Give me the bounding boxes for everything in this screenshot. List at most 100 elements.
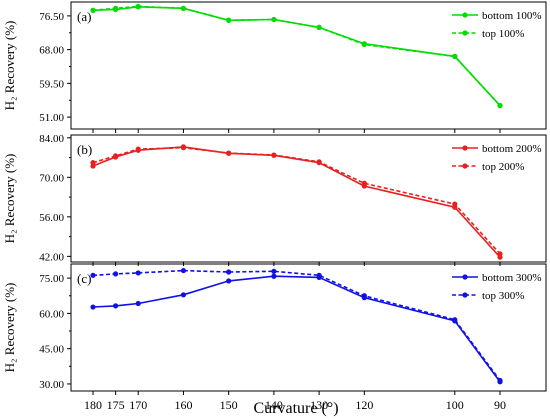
series-solid (90, 144, 503, 260)
data-point (113, 271, 119, 277)
x-tick-label: 140 (265, 398, 283, 412)
data-point (226, 17, 232, 23)
x-tick-label: 160 (174, 398, 192, 412)
data-point (226, 150, 232, 156)
y-tick-label: 68.00 (39, 45, 64, 57)
legend-marker (462, 12, 468, 18)
data-point (361, 180, 367, 186)
data-point (180, 267, 187, 274)
data-point (113, 153, 119, 159)
data-point (135, 3, 141, 9)
series-line (92, 269, 501, 381)
panel-tag: (c) (77, 271, 91, 286)
data-point (271, 152, 277, 158)
data-point (180, 5, 187, 11)
legend-label: top 300% (482, 290, 524, 302)
y-tick-label: 51.00 (39, 112, 64, 124)
legend: bottom 200% top 200% (452, 143, 542, 173)
data-point (135, 146, 141, 152)
y-tick-label: 45.00 (39, 344, 64, 356)
y-tick-label: 75.00 (39, 273, 64, 285)
legend-marker (462, 274, 468, 280)
data-point (113, 303, 119, 309)
series-line (92, 146, 501, 258)
y-tick-label: 56.00 (39, 212, 64, 224)
series-line (92, 5, 501, 107)
series-dashed (90, 145, 503, 257)
data-point (271, 268, 277, 274)
y-tick-label: 84.00 (39, 133, 64, 145)
data-point (90, 304, 96, 310)
panel-frame (70, 1, 547, 130)
series-dashed (90, 3, 503, 109)
x-tick-label: 170 (129, 398, 147, 412)
series-line (92, 5, 501, 107)
y-tick-label: 42.00 (39, 251, 64, 263)
data-point (180, 292, 187, 298)
chart-panels: 51.00 59.50 68.00 76.50 (a) H₂ Recovery (%) bo… (2, 1, 547, 395)
y-tick-label: 59.50 (39, 78, 64, 90)
data-point (226, 269, 232, 275)
data-point (135, 270, 141, 276)
series-line (92, 275, 501, 383)
legend: bottom 100% top 100% (452, 10, 542, 40)
y-tick-label: 76.50 (39, 11, 64, 23)
legend-marker (462, 163, 468, 169)
data-point (497, 102, 503, 109)
panel-3: 30.00 45.00 60.00 75.00 (c) H₂ Recovery (%) bo… (2, 263, 547, 395)
data-point (361, 293, 367, 299)
y-tick-label: 60.00 (39, 308, 64, 320)
y-axis-label: H₂ Recovery (%) (2, 283, 17, 373)
data-point (180, 145, 187, 151)
x-tick-label: 120 (355, 398, 373, 412)
data-point (361, 41, 367, 48)
x-tick-label: 175 (107, 398, 125, 412)
y-axis-label: H₂ Recovery (%) (2, 154, 17, 244)
legend-label: bottom 200% (482, 143, 542, 155)
legend-marker (462, 30, 468, 36)
series-line (92, 146, 501, 255)
panel-tag: (b) (77, 142, 92, 157)
x-tick-label: 180 (84, 398, 102, 412)
data-point (90, 160, 96, 166)
data-point (316, 272, 322, 278)
data-point (452, 317, 458, 323)
series-solid (90, 4, 503, 109)
y-tick-label: 70.00 (39, 172, 64, 184)
legend: bottom 300% top 300% (452, 272, 542, 302)
legend-marker (462, 145, 468, 151)
legend-label: bottom 100% (482, 10, 542, 22)
data-point (497, 251, 503, 257)
y-axis-label: H₂ Recovery (%) (2, 21, 17, 111)
data-point (271, 273, 277, 279)
data-point (316, 159, 322, 165)
data-point (497, 377, 503, 384)
series-dashed (90, 267, 503, 384)
x-tick-label: 150 (220, 398, 238, 412)
x-tick-label: 130 (310, 398, 328, 412)
data-point (135, 300, 141, 307)
panel-frame (70, 134, 547, 263)
data-point (316, 24, 322, 30)
x-axis-label: Curvature (°) (253, 400, 338, 417)
x-tick-label: 100 (446, 398, 464, 412)
panel-frame (70, 263, 547, 392)
x-axis: 180 175 170 160 150 140 130 120 100 90 (84, 398, 506, 412)
legend-marker (462, 292, 468, 298)
data-point (452, 201, 458, 207)
data-point (271, 16, 277, 23)
y-tick-label: 30.00 (39, 379, 64, 391)
panel-tag: (a) (77, 9, 91, 24)
series-solid (90, 273, 503, 385)
legend-label: bottom 300% (482, 272, 542, 284)
data-point (90, 7, 96, 13)
data-point (452, 53, 458, 59)
x-tick-label: 90 (494, 398, 506, 412)
panel-2: 42.00 56.00 70.00 84.00 (b) H₂ Recovery (%) bo… (2, 133, 547, 266)
legend-label: top 200% (482, 161, 524, 173)
legend-label: top 100% (482, 28, 524, 40)
data-point (90, 272, 96, 278)
panel-1: 51.00 59.50 68.00 76.50 (a) H₂ Recovery (%) bo… (2, 1, 547, 133)
data-point (113, 5, 119, 11)
